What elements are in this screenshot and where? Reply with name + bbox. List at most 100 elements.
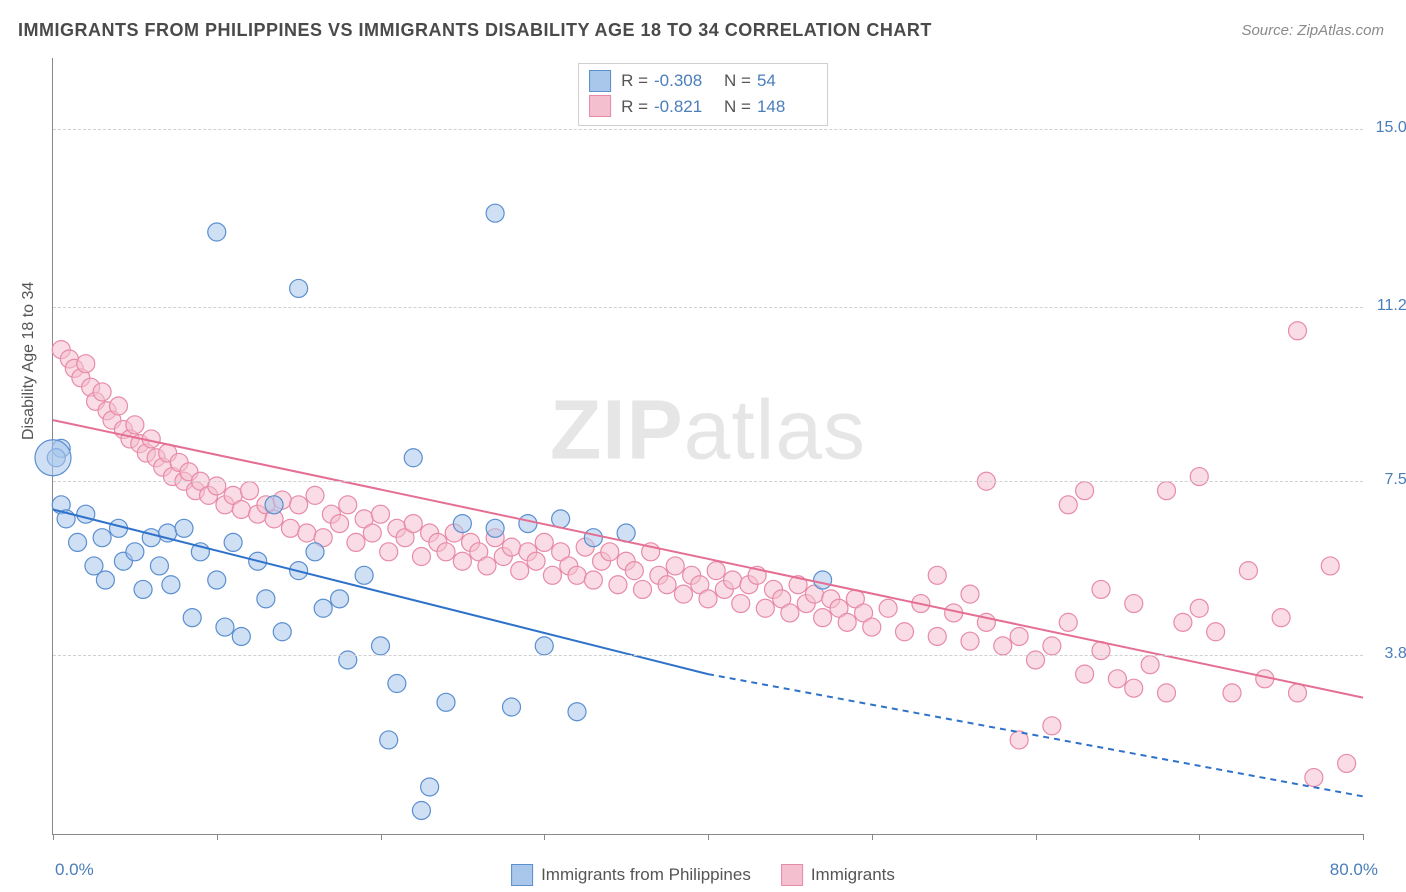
data-point	[535, 533, 553, 551]
stats-row-philippines: R = -0.308 N = 54	[589, 68, 817, 94]
y-tick-label: 11.2%	[1377, 297, 1406, 315]
data-point	[126, 543, 144, 561]
x-tick	[1363, 834, 1364, 840]
data-point	[372, 637, 390, 655]
swatch-philippines	[589, 70, 611, 92]
data-point	[1190, 599, 1208, 617]
data-point	[412, 801, 430, 819]
data-point	[257, 590, 275, 608]
data-point	[224, 533, 242, 551]
legend-item-philippines: Immigrants from Philippines	[511, 864, 751, 886]
data-point	[290, 279, 308, 297]
x-tick	[708, 834, 709, 840]
data-point	[961, 632, 979, 650]
data-point	[707, 562, 725, 580]
data-point	[437, 693, 455, 711]
y-tick-label: 3.8%	[1385, 645, 1406, 663]
data-point	[781, 604, 799, 622]
data-point	[347, 533, 365, 551]
data-point	[314, 599, 332, 617]
data-point	[863, 618, 881, 636]
data-point	[666, 557, 684, 575]
data-point	[77, 355, 95, 373]
data-point	[232, 500, 250, 518]
chart-svg	[53, 58, 1363, 834]
r-value-philippines: -0.308	[654, 68, 714, 94]
data-point	[162, 576, 180, 594]
data-point	[568, 703, 586, 721]
data-point	[896, 623, 914, 641]
n-value-immigrants: 148	[757, 94, 817, 120]
y-axis-label: Disability Age 18 to 34	[20, 282, 38, 440]
data-point	[486, 204, 504, 222]
x-tick	[217, 834, 218, 840]
data-point	[732, 595, 750, 613]
data-point	[306, 486, 324, 504]
r-value-immigrants: -0.821	[654, 94, 714, 120]
data-point	[1043, 637, 1061, 655]
data-point	[1158, 482, 1176, 500]
legend-item-immigrants: Immigrants	[781, 864, 895, 886]
x-axis-max-label: 80.0%	[1330, 860, 1378, 880]
data-point	[216, 618, 234, 636]
data-point	[412, 548, 430, 566]
data-point	[175, 519, 193, 537]
data-point	[1010, 627, 1028, 645]
data-point	[331, 590, 349, 608]
data-point	[1239, 562, 1257, 580]
data-point	[355, 566, 373, 584]
x-axis-min-label: 0.0%	[55, 860, 94, 880]
data-point	[609, 576, 627, 594]
data-point	[126, 416, 144, 434]
n-label: N =	[724, 68, 751, 94]
data-point	[1338, 754, 1356, 772]
data-point	[1027, 651, 1045, 669]
data-point	[625, 562, 643, 580]
data-point	[241, 482, 259, 500]
data-point	[535, 637, 553, 655]
data-point	[1289, 322, 1307, 340]
gridline	[53, 129, 1363, 130]
x-tick	[544, 834, 545, 840]
data-point	[928, 566, 946, 584]
data-point	[527, 552, 545, 570]
n-value-philippines: 54	[757, 68, 817, 94]
data-point	[838, 613, 856, 631]
data-point	[634, 580, 652, 598]
swatch-philippines	[511, 864, 533, 886]
data-point	[453, 552, 471, 570]
data-point	[699, 590, 717, 608]
data-point	[486, 519, 504, 537]
data-point	[1223, 684, 1241, 702]
data-point	[1043, 717, 1061, 735]
x-tick	[1199, 834, 1200, 840]
y-tick-label: 7.5%	[1385, 471, 1406, 489]
data-point	[298, 524, 316, 542]
data-point	[584, 529, 602, 547]
data-point	[814, 609, 832, 627]
data-point	[928, 627, 946, 645]
data-point	[994, 637, 1012, 655]
plot-area: ZIPatlas 3.8%7.5%11.2%15.0%	[52, 58, 1363, 835]
data-point	[601, 543, 619, 561]
data-point	[339, 651, 357, 669]
data-point	[93, 529, 111, 547]
x-tick	[381, 834, 382, 840]
data-point	[134, 580, 152, 598]
data-point	[306, 543, 324, 561]
gridline	[53, 655, 1363, 656]
gridline	[53, 307, 1363, 308]
data-point	[93, 383, 111, 401]
data-point	[1125, 679, 1143, 697]
data-point	[658, 576, 676, 594]
chart-title: IMMIGRANTS FROM PHILIPPINES VS IMMIGRANT…	[18, 20, 932, 41]
data-point	[150, 557, 168, 575]
chart-container: IMMIGRANTS FROM PHILIPPINES VS IMMIGRANT…	[0, 0, 1406, 892]
data-point	[331, 515, 349, 533]
data-point	[208, 571, 226, 589]
data-point	[208, 477, 226, 495]
data-point	[503, 538, 521, 556]
data-point	[372, 505, 390, 523]
data-point	[380, 731, 398, 749]
data-point	[1092, 580, 1110, 598]
